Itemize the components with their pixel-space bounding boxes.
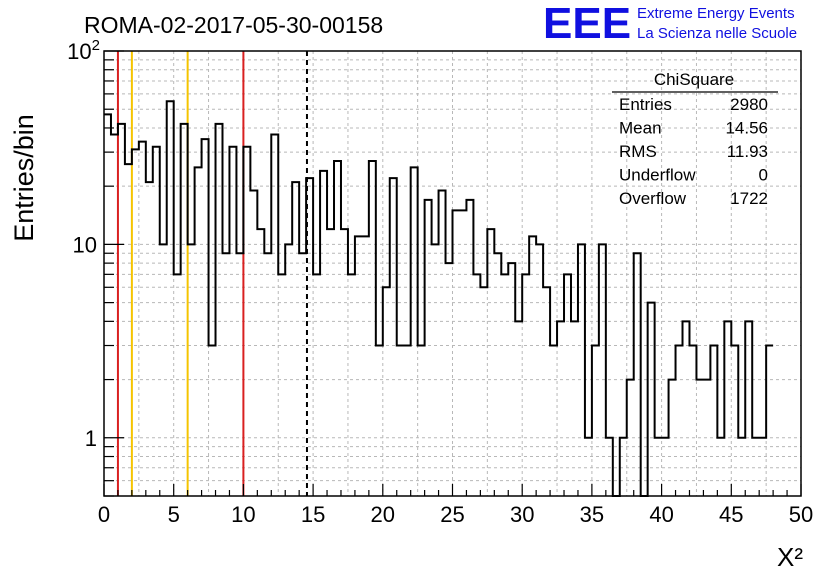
x-tick-label: 10 — [231, 502, 255, 527]
eee-logo: EEE Extreme Energy Events La Scienza nel… — [543, 0, 797, 48]
y-tick-labels: 1 10 102 — [67, 37, 100, 451]
stats-row-value: 2980 — [730, 95, 768, 114]
x-axis-label: X² — [777, 542, 803, 572]
axis-ticks — [103, 50, 802, 497]
y-tick-label: 102 — [67, 37, 100, 64]
stats-row-label: RMS — [619, 142, 657, 161]
logo-line-1: Extreme Energy Events — [637, 5, 795, 22]
stats-row-label: Overflow — [619, 189, 687, 208]
logo-line-2: La Scienza nelle Scuole — [637, 25, 797, 42]
stats-row-label: Entries — [619, 95, 672, 114]
x-tick-labels: 0 5 10 15 20 25 30 35 40 45 50 — [98, 502, 813, 527]
histogram-outline — [104, 100, 774, 497]
stats-row-label: Mean — [619, 119, 662, 138]
x-tick-label: 40 — [649, 502, 673, 527]
stats-row-value: 1722 — [730, 189, 768, 208]
x-tick-label: 50 — [789, 502, 813, 527]
x-tick-label: 25 — [440, 502, 464, 527]
x-tick-label: 5 — [168, 502, 180, 527]
x-tick-label: 20 — [371, 502, 395, 527]
stats-row-value: 11.93 — [727, 142, 768, 161]
x-tick-label: 45 — [719, 502, 743, 527]
stats-row-value: 0 — [759, 166, 768, 185]
x-tick-label: 0 — [98, 502, 110, 527]
x-tick-label: 35 — [580, 502, 604, 527]
x-tick-label: 30 — [510, 502, 534, 527]
x-tick-label: 15 — [301, 502, 325, 527]
stats-row-value: 14.56 — [725, 119, 768, 138]
chart-title: ROMA-02-2017-05-30-00158 — [84, 12, 383, 38]
eee-logo-text: EEE — [543, 0, 631, 48]
stats-title: ChiSquare — [654, 70, 734, 89]
y-tick-label: 10 — [73, 232, 97, 257]
stats-box: ChiSquare Entries 2980 Mean 14.56 RMS 11.93 Und… — [612, 70, 778, 208]
y-tick-label: 1 — [85, 426, 97, 451]
y-axis-label: Entries/bin — [9, 114, 39, 242]
stats-row-label: Underflow — [619, 166, 696, 185]
